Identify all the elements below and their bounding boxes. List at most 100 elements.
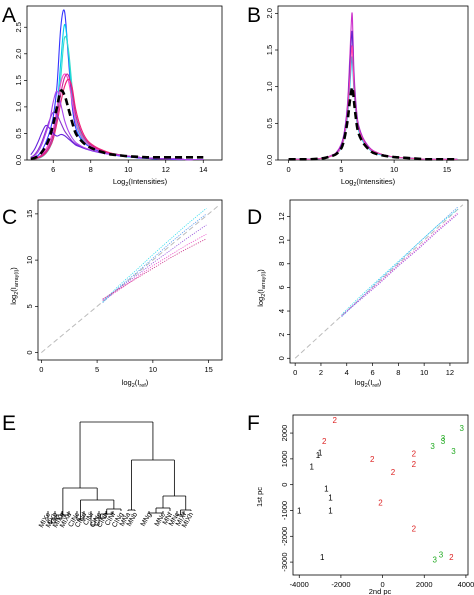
- panel-d-frame: [289, 199, 469, 364]
- panel-b: 0 5 10 15 0.0 0.5 1.0 1.5 2.0 Log2(Intensities): [265, 5, 469, 188]
- scatter-series: [102, 233, 207, 302]
- density-curve: [288, 56, 458, 160]
- panel-a-plot: 6 8 10 12 14 0.0 0.5 1.0 1.5 2.0 2.5: [14, 5, 223, 174]
- scatter-series: [341, 206, 458, 318]
- panel-a-xtick-label: 8: [89, 165, 93, 174]
- panel-b-ytick-label: 1.0: [265, 81, 274, 91]
- scatter-point-group-2: 2: [412, 460, 417, 469]
- scatter-series: [102, 224, 207, 301]
- panel-f-ytick-label: -2000: [280, 527, 289, 546]
- panel-d-xtick-label: 2: [319, 368, 323, 377]
- panel-c-xtick-label: 5: [95, 365, 99, 374]
- panel-a-ytick-label: 1.0: [14, 102, 23, 112]
- panel-d-ylabel: log2(Iarray(i)): [256, 269, 267, 307]
- panel-c-xtick-label: 0: [39, 365, 43, 374]
- panel-c-ylabel: log2(Iarray(i)): [9, 267, 20, 305]
- panel-d-ytick-label: 12: [277, 212, 286, 220]
- panel-f-xtick-label: 4000: [458, 580, 474, 589]
- panel-d-diagonal: [294, 204, 464, 359]
- scatter-series: [341, 209, 458, 315]
- scatter-series: [341, 213, 458, 317]
- panel-c-xlabel: log2(Iref): [122, 378, 149, 389]
- panel-a-ytick-label: 0.5: [14, 128, 23, 138]
- panel-d-ytick-label: 8: [277, 262, 286, 266]
- panel-b-ytick-label: 0.0: [265, 155, 274, 165]
- panel-c-xtick-label: 10: [149, 365, 157, 374]
- panel-d: 0 2 4 6 8 10 12 0 2 4 6 8 10 12 log2(Iref) log2(Iarra…: [256, 199, 469, 389]
- panel-b-ytick-label: 1.5: [265, 45, 274, 55]
- panel-d-xtick-label: 0: [293, 368, 297, 377]
- panel-b-xtick-label: 5: [339, 165, 343, 174]
- panel-b-ytick-label: 0.5: [265, 118, 274, 128]
- scatter-series: [102, 238, 207, 300]
- panel-d-xtick-label: 10: [420, 368, 428, 377]
- panel-d-ytick-label: 4: [277, 309, 286, 313]
- panel-c-ytick-label: 0: [25, 351, 34, 355]
- density-mean-curve: [30, 89, 204, 161]
- density-curve: [30, 9, 204, 161]
- panel-b-ytick-label: 2.0: [265, 8, 274, 18]
- panel-b-xlabel: Log2(Intensities): [341, 177, 396, 188]
- scatter-point-group-2: 2: [391, 468, 396, 477]
- panel-a-xtick-label: 10: [124, 165, 132, 174]
- scatter-point-group-2: 2: [322, 437, 327, 446]
- panel-f-ytick-label: 0: [280, 483, 289, 487]
- panel-letter-e: E: [2, 412, 16, 435]
- scatter-series: [102, 207, 207, 302]
- panel-b-xtick-label: 0: [286, 165, 290, 174]
- panel-f-ytick-label: 2000: [280, 425, 289, 442]
- panel-c: 0 5 10 15 0 5 10 15 log2(Iref) log2(Iarray(i)): [9, 199, 223, 389]
- panel-d-ytick-label: 6: [277, 285, 286, 289]
- panel-f-xtick-label: -4000: [290, 580, 309, 589]
- density-mean-curve: [288, 86, 458, 161]
- panel-c-ytick-label: 15: [25, 210, 34, 218]
- panel-b-xtick-label: 15: [443, 165, 451, 174]
- scatter-point-group-2: 2: [412, 450, 417, 459]
- scatter-point-group-1: 1: [320, 553, 325, 562]
- panel-c-frame: [37, 199, 223, 361]
- scatter-point-group-2: 2: [449, 553, 454, 562]
- scatter-point-group-1: 1: [316, 451, 321, 460]
- panel-d-ytick-label: 10: [277, 236, 286, 244]
- panel-letter-d: D: [247, 206, 262, 229]
- panel-d-xtick-label: 8: [396, 368, 400, 377]
- scatter-point-group-1: 1: [324, 485, 329, 494]
- panel-d-xtick-label: 6: [370, 368, 374, 377]
- panel-e-dendrogram: MIXeMIXbMIXgMIXdCINcCINdCINiCINeCINhCINf…: [38, 421, 195, 529]
- panel-c-diagonal: [41, 204, 221, 353]
- density-curve: [288, 12, 458, 160]
- panel-d-xlabel: log2(Iref): [355, 378, 382, 389]
- panel-f-ylabel: 1st pc: [255, 487, 264, 507]
- panel-f-frame: [292, 414, 469, 576]
- scatter-series: [341, 212, 458, 317]
- panel-letter-a: A: [2, 4, 16, 27]
- density-curve: [30, 90, 204, 161]
- panel-f-xlabel: 2nd pc: [369, 587, 392, 595]
- panel-c-ytick-label: 10: [25, 256, 34, 264]
- scatter-point-group-3: 3: [460, 424, 465, 433]
- scatter-point-group-3: 3: [432, 556, 437, 565]
- panel-d-xtick-label: 12: [446, 368, 454, 377]
- scatter-point-group-3: 3: [430, 442, 435, 451]
- scatter-point-group-2: 2: [378, 499, 383, 508]
- panel-a-ytick-label: 2.5: [14, 22, 23, 32]
- panel-f-ytick-label: -1000: [280, 501, 289, 520]
- scatter-point-group-2: 2: [332, 416, 337, 425]
- scatter-point-group-1: 1: [318, 448, 323, 457]
- panel-d-ytick-label: 2: [277, 333, 286, 337]
- density-curve: [288, 30, 458, 160]
- panel-f-xtick-label: 2000: [416, 580, 433, 589]
- dendrogram-leaf-label: MNg: [140, 511, 154, 527]
- panel-a-xtick-label: 6: [51, 165, 55, 174]
- panel-b-frame: [277, 5, 469, 161]
- scatter-series: [102, 213, 207, 303]
- scatter-point-group-2: 2: [412, 525, 417, 534]
- panel-d-ytick-label: 0: [277, 356, 286, 360]
- panel-b-plot: 0 5 10 15 0.0 0.5 1.0 1.5 2.0: [265, 5, 469, 174]
- scatter-point-group-1: 1: [328, 494, 333, 503]
- panel-letter-b: B: [247, 4, 261, 27]
- panel-a-ytick-label: 2.0: [14, 49, 23, 59]
- panel-c-ytick-label: 5: [25, 304, 34, 308]
